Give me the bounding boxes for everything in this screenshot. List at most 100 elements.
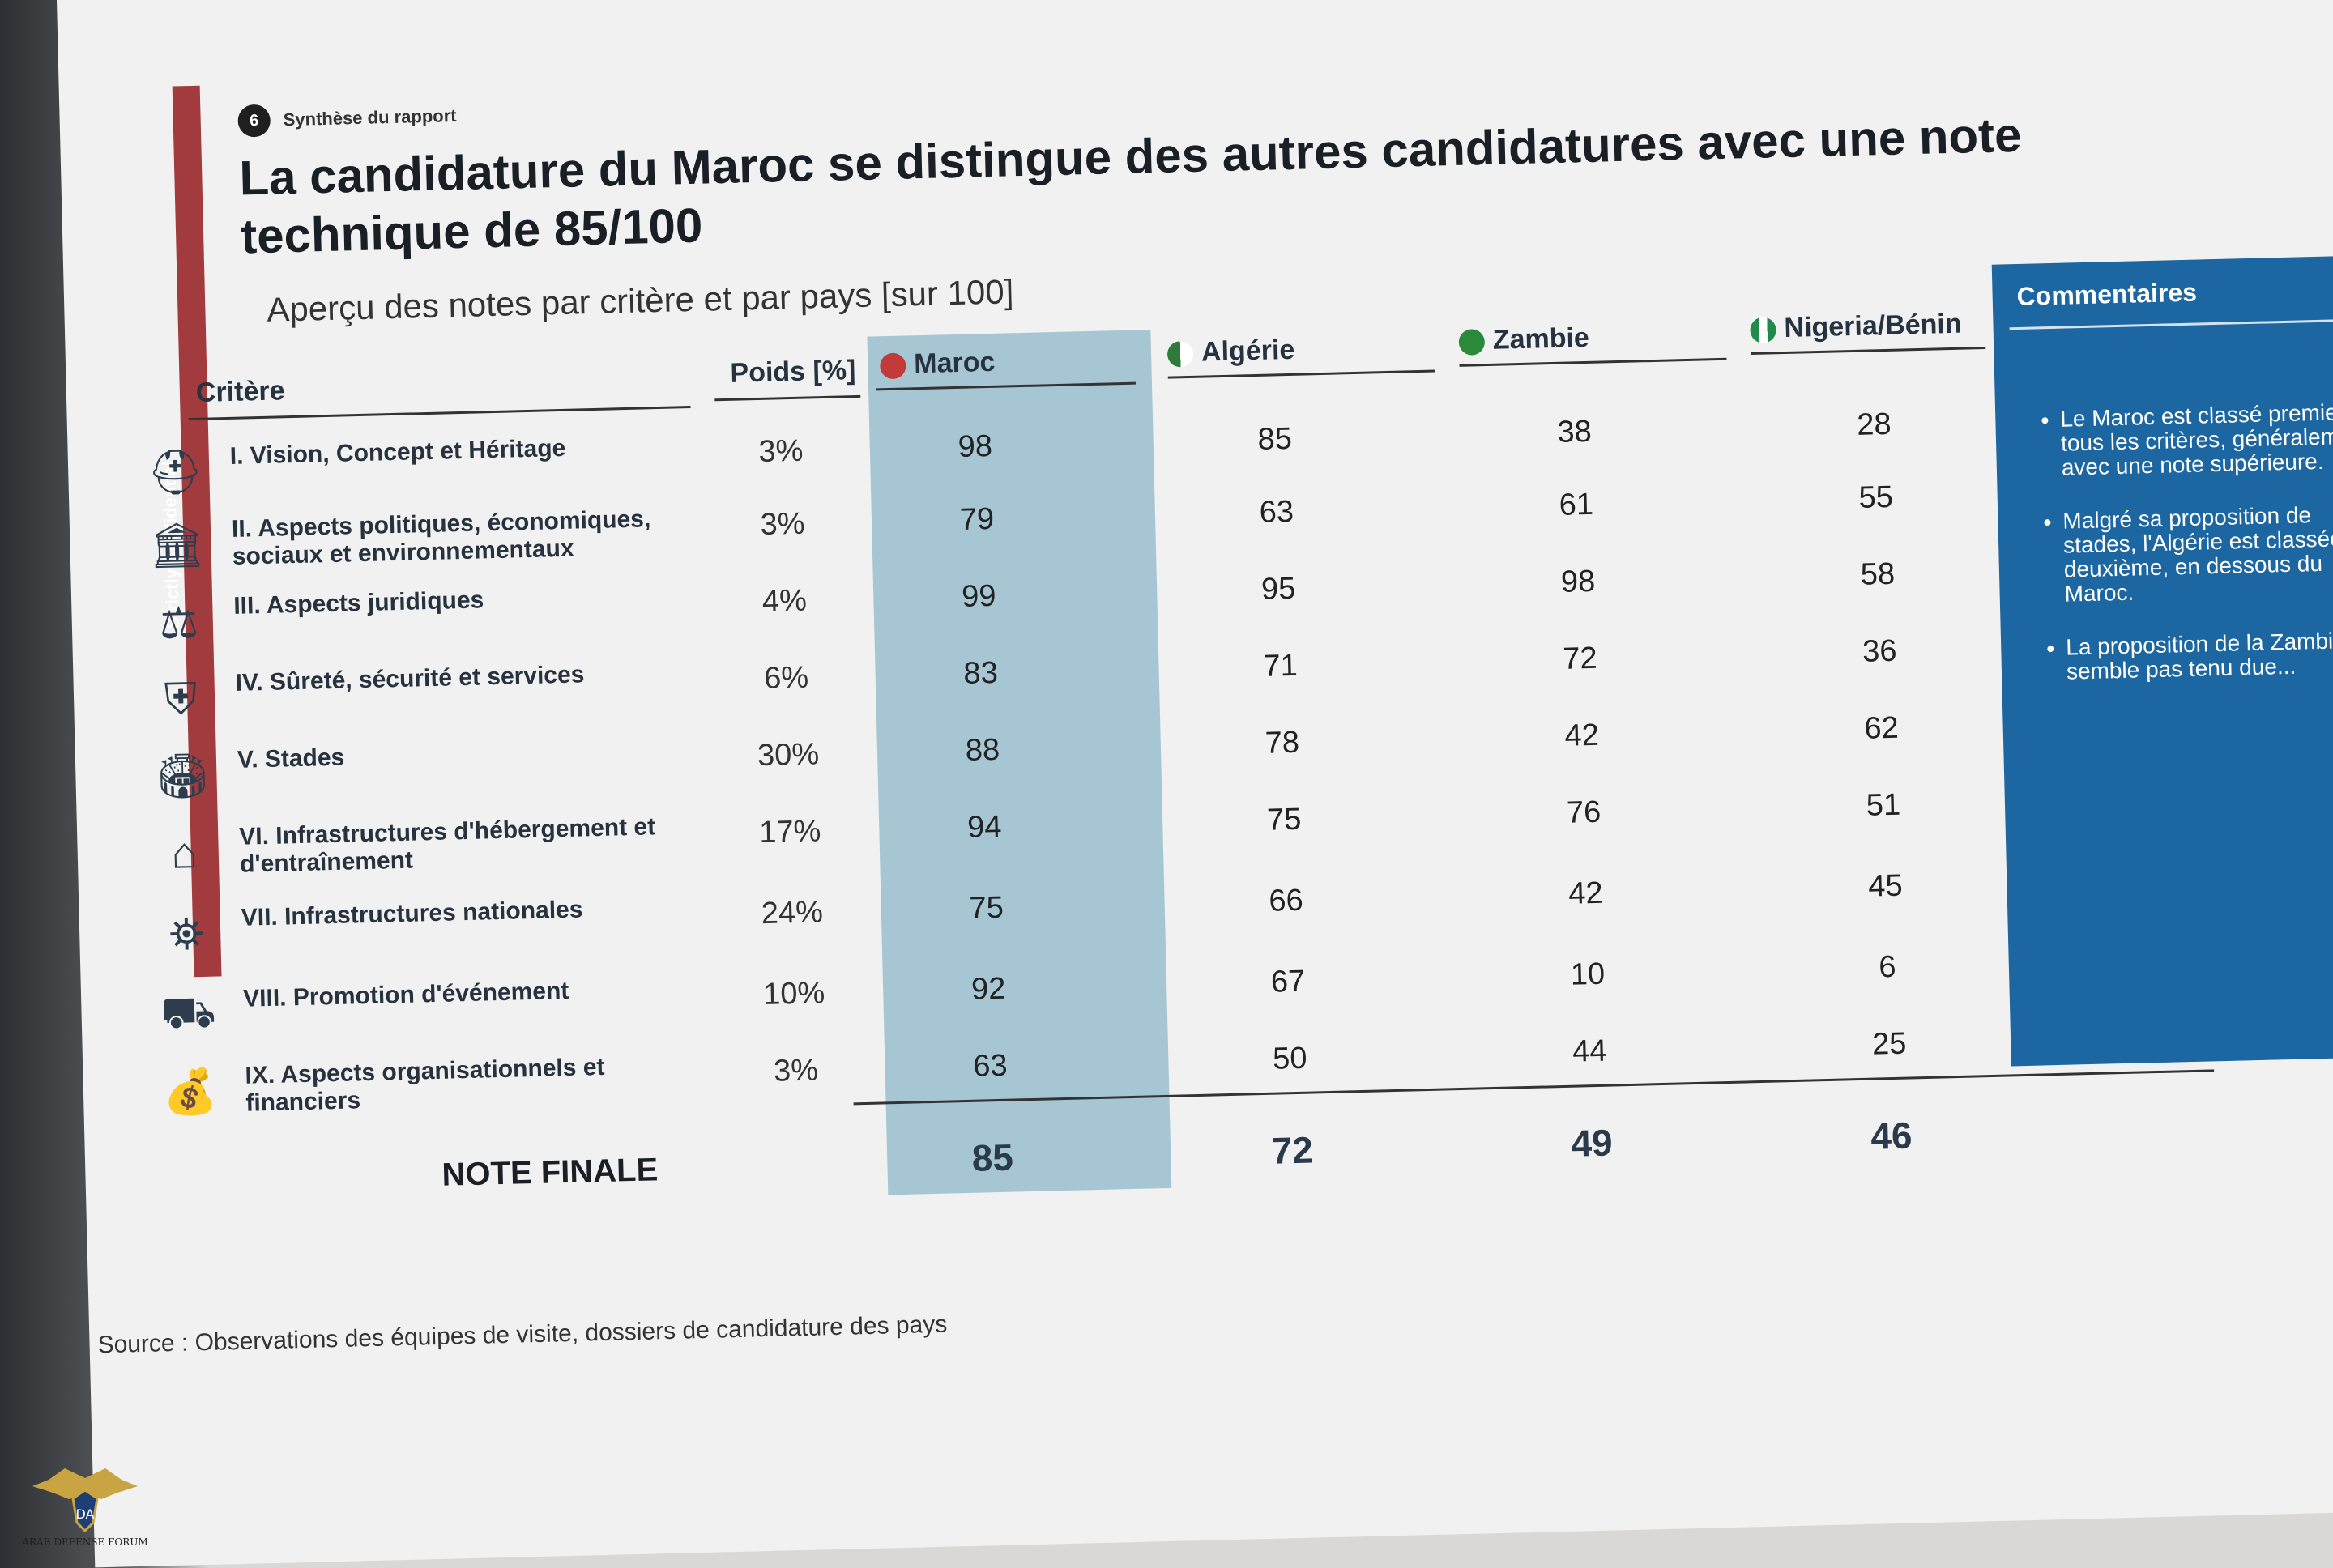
criterion-header-rule [188,406,691,421]
zambie-score: 72 [1562,641,1598,676]
maroc-score: 99 [961,578,996,614]
criterion-header: Critère [195,375,285,408]
algerie-score: 95 [1260,571,1296,607]
final-score-label: NOTE FINALE [441,1152,659,1193]
comment-item: Malgré sa proposition de stades, l'Algér… [2062,501,2333,606]
comment-item: La proposition de la Zambie ne semble pa… [2066,627,2333,684]
nigeria-benin-header-label: Nigeria/Bénin [1784,308,1963,344]
criterion-label: V. Stades [237,744,345,773]
algerie-score: 50 [1272,1041,1308,1076]
maroc-score: 79 [959,501,995,537]
nigeria-benin-score: 28 [1856,407,1892,442]
zambie-score: 44 [1572,1033,1607,1069]
promotion-icon: ⛟ [160,987,217,1038]
criterion-label: IV. Sûreté, sécurité et services [235,661,585,697]
weight-value: 6% [763,660,809,696]
section-label: Synthèse du rapport [283,104,457,130]
algerie-score: 85 [1257,421,1293,457]
algerie-header: Algérie [1166,334,1295,369]
maroc-final-score: 85 [971,1136,1014,1179]
maroc-score: 94 [966,809,1002,845]
nigeria-benin-score: 51 [1866,787,1901,823]
nigeria-benin-score: 36 [1862,633,1897,669]
weight-value: 17% [758,814,821,850]
maroc-score: 98 [958,428,993,464]
zambie-score: 38 [1556,414,1593,450]
criterion-label: VI. Infrastructures d'hébergement et d'e… [238,813,656,878]
section-header: 6 Synthèse du rapport [237,100,457,138]
algerie-header-label: Algérie [1201,334,1295,368]
source-note: Source : Observations des équipes de vis… [97,1310,948,1359]
shield-icon: ⛨ [164,674,198,724]
weight-value: 30% [757,737,820,773]
nigeria-benin-score: 55 [1858,479,1894,515]
comment-item: Le Maroc est classé premier sur tous les… [2060,398,2333,480]
weight-value: 10% [762,976,825,1012]
algerie-score: 66 [1268,883,1304,918]
weight-value: 3% [757,433,804,469]
nigeria-benin-score: 6 [1878,949,1896,985]
algerie-flag-icon [1166,340,1194,368]
criterion-label: II. Aspects politiques, économiques, soc… [231,505,651,570]
maroc-score: 63 [972,1048,1009,1084]
zambie-header: Zambie [1458,322,1589,357]
nigeria-benin-score: 62 [1863,710,1900,746]
svg-text:DA: DA [76,1506,95,1522]
weight-value: 3% [760,506,806,542]
government-building-icon: 🏛 [148,520,206,570]
nigeria-benin-score: 25 [1871,1026,1907,1062]
criterion-label: VIII. Promotion d'événement [242,977,569,1012]
criterion-label: III. Aspects juridiques [232,586,484,620]
weight-header-rule [714,394,861,402]
weight-value: 4% [761,583,808,619]
maroc-score: 75 [969,890,1004,926]
algerie-score: 63 [1259,494,1294,530]
eagle-icon: DA [32,1468,138,1533]
nigeria-flag-icon [1750,317,1776,344]
maroc-flag-icon [879,352,906,380]
zambie-score: 76 [1566,795,1602,830]
section-badge: 6 [237,104,271,138]
scales-icon: ⚖ [158,598,199,648]
zambie-score: 98 [1560,564,1596,599]
maroc-score: 88 [965,732,1000,768]
criterion-label: I. Vision, Concept et Héritage [229,434,566,470]
zambie-score: 61 [1559,487,1594,522]
report-page: Strictly Confidential 6 Synthèse du rapp… [57,0,2333,1568]
maroc-header: Maroc [879,346,996,381]
maroc-score: 83 [963,655,999,691]
nigeria-benin-score: 45 [1867,868,1904,904]
comments-title: Commentaires [2016,277,2198,311]
infrastructure-icon: ⛯ [168,909,205,959]
nigeria-benin-score: 58 [1860,556,1896,592]
comments-rule [2009,318,2333,330]
page-title: La candidature du Maroc se distingue des… [238,107,2023,264]
comments-list: Le Maroc est classé premier sur tous les… [2028,398,2333,714]
helmet-icon: ⛑ [147,447,204,497]
zambie-header-label: Zambie [1492,322,1590,356]
zambie-header-rule [1459,357,1727,367]
zambie-score: 42 [1567,876,1604,911]
weight-value: 3% [773,1053,819,1089]
criterion-label: IX. Aspects organisationnels et financie… [245,1053,605,1117]
criterion-label: VII. Infrastructures nationales [241,896,583,931]
nigeria-benin-final-score: 46 [1870,1114,1913,1157]
algerie-score: 71 [1262,648,1299,684]
weight-header: Poids [%] [730,355,856,389]
algerie-score: 67 [1270,964,1306,999]
zambie-score: 42 [1564,718,1600,753]
nigeria-benin-header: Nigeria/Bénin [1750,309,1962,345]
algerie-header-rule [1167,369,1435,379]
zambie-flag-icon [1458,329,1486,356]
money-bag-icon: 💰 [162,1067,219,1117]
page-subtitle: Aperçu des notes par critère et par pays… [266,272,1014,329]
stadium-icon: 🏟 [154,751,211,801]
zambie-score: 10 [1570,957,1606,992]
weight-value: 24% [761,895,824,931]
algerie-score: 75 [1266,802,1302,837]
nigeria-benin-header-rule [1751,346,1986,356]
maroc-header-label: Maroc [913,346,996,380]
maroc-score: 92 [970,971,1006,1007]
algerie-score: 78 [1265,725,1300,761]
zambie-final-score: 49 [1570,1121,1614,1165]
